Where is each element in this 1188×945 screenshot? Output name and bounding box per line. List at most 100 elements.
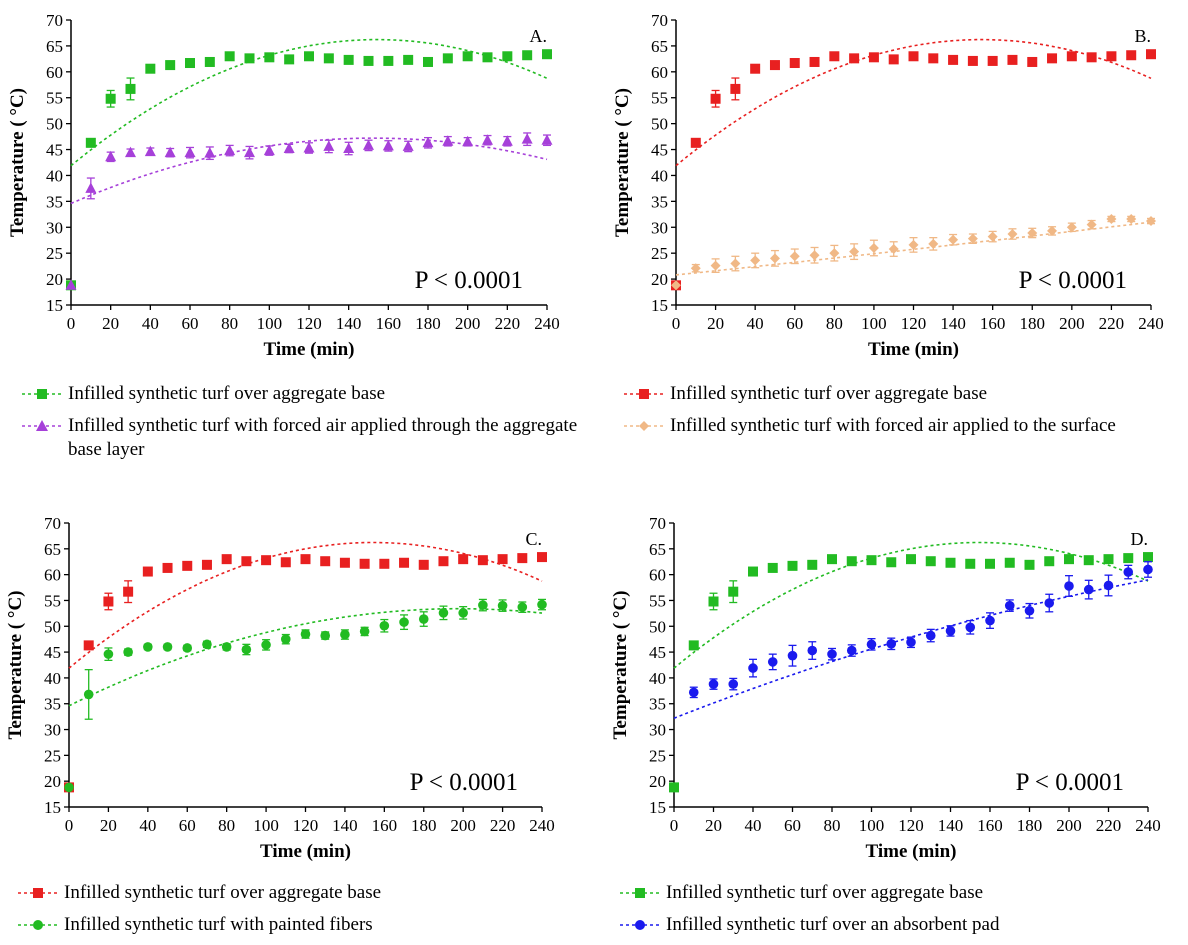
- p-value-annotation: P < 0.0001: [415, 267, 523, 294]
- data-point: [418, 614, 429, 624]
- data-point: [241, 644, 252, 655]
- y-tick-label: 60: [649, 566, 666, 585]
- data-point: [541, 134, 553, 145]
- data-point: [320, 630, 331, 641]
- x-tick-label: 80: [824, 816, 841, 835]
- fit-curve: [673, 579, 1149, 719]
- data-point: [422, 136, 434, 148]
- data-point: [224, 51, 235, 62]
- data-point: [343, 142, 355, 154]
- legend-item: Infilled synthetic turf with forced air …: [622, 414, 1182, 438]
- data-point: [1126, 50, 1137, 61]
- data-point: [1024, 605, 1035, 616]
- y-tick-label: 60: [44, 566, 61, 585]
- data-point: [304, 51, 314, 62]
- data-point: [1083, 555, 1094, 566]
- data-point: [807, 645, 818, 656]
- y-tick-label: 70: [46, 11, 63, 30]
- data-point: [482, 52, 493, 63]
- panel-label: D.: [1131, 529, 1149, 549]
- y-tick-label: 25: [651, 244, 668, 263]
- data-point: [144, 145, 156, 157]
- data-point: [477, 555, 488, 566]
- data-point: [204, 147, 216, 158]
- x-tick-label: 0: [67, 314, 76, 333]
- data-point: [164, 146, 176, 158]
- data-point: [537, 599, 547, 610]
- data-point: [1143, 552, 1153, 563]
- data-point: [1066, 222, 1077, 233]
- data-point: [502, 51, 513, 62]
- data-point: [1024, 559, 1035, 570]
- y-tick-label: 65: [46, 37, 63, 56]
- y-tick-label: 55: [46, 89, 63, 108]
- y-tick-label: 20: [649, 772, 666, 791]
- data-point: [987, 231, 998, 242]
- x-tick-label: 180: [1017, 816, 1043, 835]
- data-point: [221, 554, 232, 565]
- data-point: [886, 557, 897, 568]
- x-tick-label: 20: [707, 314, 724, 333]
- data-point: [83, 689, 94, 700]
- x-tick-label: 80: [221, 314, 238, 333]
- data-point: [1126, 213, 1137, 224]
- data-point: [688, 687, 699, 698]
- x-tick-label: 120: [293, 816, 319, 835]
- data-point: [748, 566, 758, 577]
- y-tick-label: 45: [649, 643, 666, 662]
- data-point: [866, 555, 877, 566]
- fit-curve: [68, 541, 543, 669]
- fit-curve: [70, 137, 548, 205]
- panel-label: C.: [525, 529, 542, 549]
- data-point: [244, 146, 255, 158]
- data-point: [925, 630, 936, 641]
- data-point: [340, 629, 350, 640]
- data-point: [438, 556, 449, 567]
- data-point: [145, 63, 156, 74]
- data-point: [1123, 553, 1134, 564]
- data-point: [221, 642, 232, 652]
- data-point: [708, 679, 719, 689]
- panel-label: A.: [530, 26, 548, 46]
- data-point: [866, 639, 877, 650]
- data-point: [1086, 219, 1097, 230]
- data-point: [985, 558, 995, 569]
- data-point: [182, 643, 193, 653]
- data-point: [497, 554, 508, 565]
- x-tick-label: 0: [670, 816, 679, 835]
- y-tick-label: 30: [649, 721, 666, 740]
- data-point: [65, 279, 77, 290]
- data-point: [809, 250, 820, 261]
- y-tick-label: 65: [44, 540, 61, 559]
- y-tick-label: 70: [649, 514, 666, 533]
- x-tick-label: 140: [938, 816, 964, 835]
- data-point: [948, 234, 959, 245]
- data-point: [83, 640, 94, 651]
- x-tick-label: 200: [1059, 314, 1085, 333]
- data-point: [423, 56, 433, 67]
- data-point: [886, 639, 897, 649]
- data-point: [359, 626, 370, 637]
- data-point: [462, 51, 473, 62]
- data-point: [1007, 54, 1018, 65]
- data-point: [827, 554, 837, 565]
- chart-panel-c: 15 20 25 30 35 40 45 50 55 60 65 70 0 20 40 60 80 100 120 1…: [0, 471, 594, 943]
- data-point: [1047, 225, 1058, 236]
- data-point: [105, 150, 117, 162]
- legend-marker-square-green: [22, 389, 62, 399]
- data-point: [482, 134, 493, 145]
- chart-svg-d: 15 20 25 30 35 40 45 50 55 60 65 70 0 20 40 60 80 100 120 1…: [610, 514, 1161, 862]
- x-axis-label: Time (min): [260, 841, 351, 862]
- data-point: [125, 83, 136, 94]
- legend-marker-square-red: [624, 389, 664, 399]
- data-point: [945, 557, 956, 568]
- data-point: [458, 554, 469, 565]
- x-tick-label: 120: [901, 314, 927, 333]
- x-tick-label: 80: [826, 314, 843, 333]
- data-point: [300, 554, 311, 565]
- data-point: [542, 49, 552, 60]
- x-tick-label: 40: [747, 314, 764, 333]
- data-point: [103, 649, 114, 659]
- legend-item: Infilled synthetic turf over an absorben…: [618, 913, 1178, 937]
- data-point: [320, 556, 331, 567]
